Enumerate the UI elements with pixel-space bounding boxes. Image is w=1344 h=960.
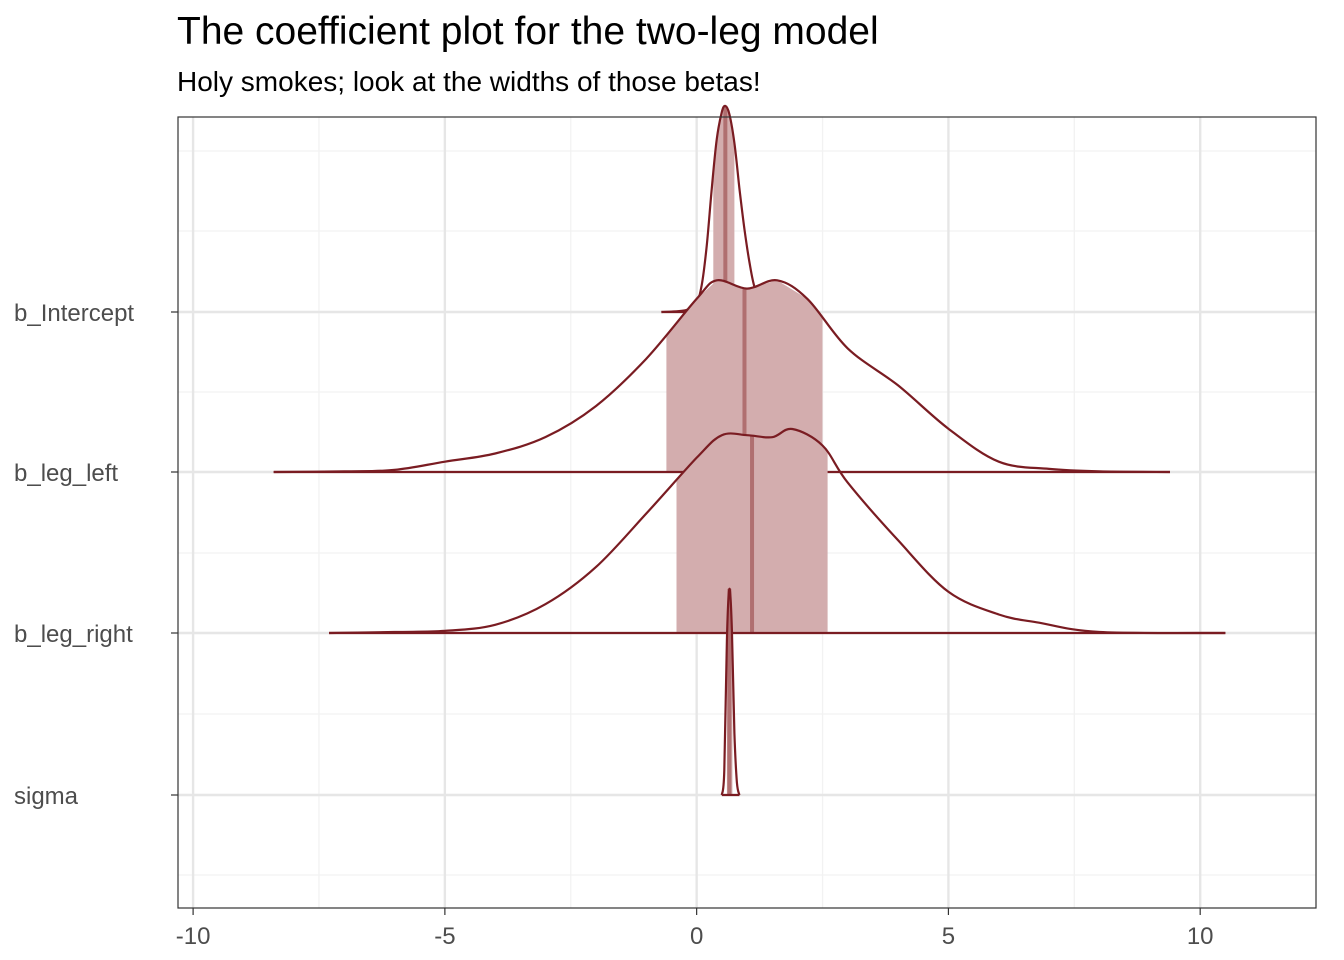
- ridge-sigma: [720, 587, 741, 797]
- chart-subtitle: Holy smokes; look at the widths of those…: [177, 66, 761, 97]
- axes: -10 -5 0 5 10 b_Intercept b_leg_left b_leg_righ…: [14, 300, 1214, 950]
- y-tick-label-b_Intercept: b_Intercept: [14, 300, 134, 327]
- ridge-b_leg_right: [329, 427, 1226, 635]
- x-tick-label-2: 0: [690, 923, 703, 950]
- density-sigma: [720, 587, 741, 796]
- x-tick-label-0: -10: [176, 923, 211, 950]
- y-tick-label-b_leg_right: b_leg_right: [14, 621, 133, 648]
- x-tick-label-1: -5: [434, 923, 455, 950]
- x-tick-label-4: 10: [1187, 923, 1214, 950]
- density-b_leg_left: [273, 279, 1171, 474]
- y-tick-label-b_leg_left: b_leg_left: [14, 460, 118, 487]
- chart-title: The coefficient plot for the two-leg mod…: [177, 10, 879, 53]
- x-tick-label-3: 5: [942, 923, 955, 950]
- density-b_leg_right: [329, 427, 1226, 635]
- density-ridges: [273, 104, 1226, 797]
- y-tick-label-sigma: sigma: [14, 783, 79, 810]
- panel-border: [177, 116, 1317, 909]
